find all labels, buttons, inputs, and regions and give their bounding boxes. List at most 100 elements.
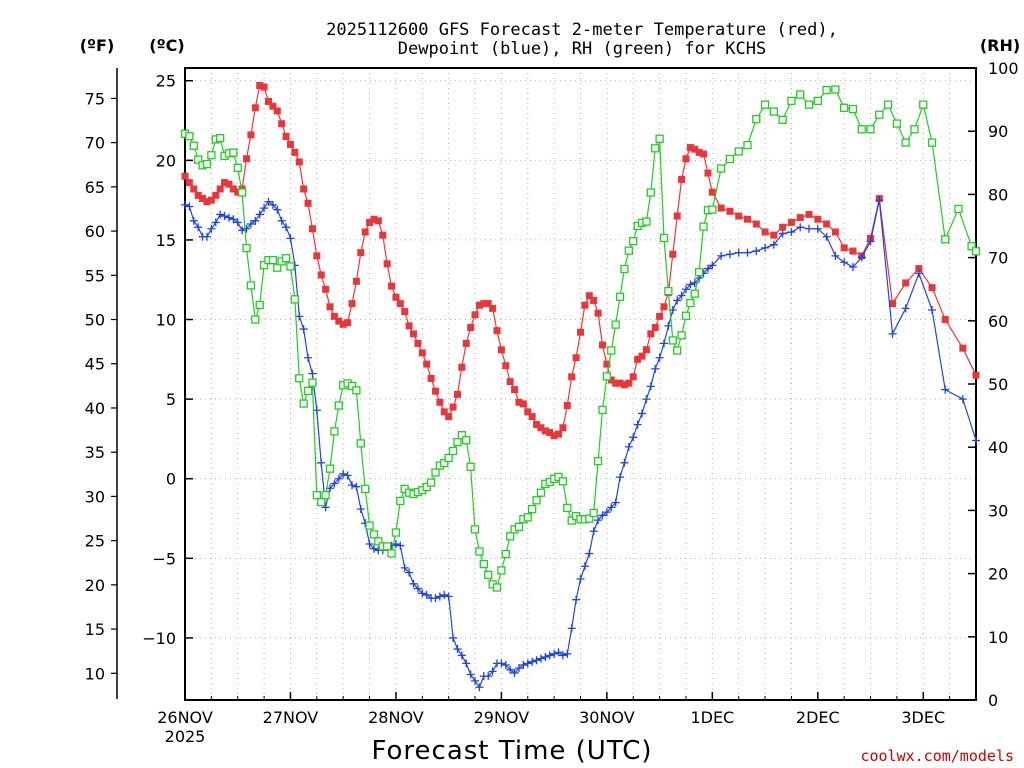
dewpoint-point bbox=[594, 516, 603, 525]
dewpoint-point bbox=[471, 676, 480, 685]
temperature-point bbox=[243, 155, 251, 163]
dewpoint-point bbox=[194, 223, 203, 232]
rh-point bbox=[361, 484, 370, 494]
dewpoint-point bbox=[488, 667, 497, 676]
dewpoint-point bbox=[453, 645, 462, 654]
rh-tick-label: 0 bbox=[988, 691, 998, 710]
dewpoint-point bbox=[475, 683, 484, 692]
temperature-point bbox=[590, 296, 598, 304]
rh-point bbox=[734, 147, 743, 156]
temperature-point bbox=[388, 282, 396, 290]
rh-point bbox=[664, 286, 673, 296]
temperature-point bbox=[555, 430, 563, 438]
temperature-point bbox=[251, 104, 259, 112]
rh-tick-label: 40 bbox=[988, 438, 1008, 457]
dewpoint-point bbox=[550, 649, 559, 658]
rh-tick-label: 20 bbox=[988, 565, 1008, 584]
dewpoint-point bbox=[347, 481, 356, 490]
temperature-point bbox=[414, 339, 422, 347]
temperature-point bbox=[221, 179, 229, 187]
rh-point bbox=[497, 566, 506, 575]
dewpoint-point bbox=[831, 251, 840, 260]
temperature-point bbox=[915, 265, 923, 273]
dewpoint-point bbox=[708, 261, 717, 270]
rh-tick-label: 50 bbox=[988, 375, 1008, 394]
x-tick-year-label: 2025 bbox=[165, 727, 206, 746]
dewpoint-point bbox=[220, 212, 229, 221]
temperature-point bbox=[686, 144, 694, 152]
c-tick-label: 20 bbox=[156, 151, 176, 170]
dewpoint-point bbox=[651, 364, 660, 373]
dewpoint-point bbox=[352, 482, 361, 491]
dewpoint-point bbox=[497, 659, 506, 668]
dewpoint-point bbox=[585, 549, 594, 558]
rh-point bbox=[563, 503, 572, 513]
temperature-point bbox=[585, 292, 593, 300]
temperature-point bbox=[726, 207, 734, 215]
rh-point bbox=[347, 381, 357, 391]
dewpoint-point bbox=[343, 471, 352, 480]
temperature-point bbox=[392, 293, 400, 301]
rh-point bbox=[501, 549, 510, 559]
dewpoint-point bbox=[466, 670, 475, 679]
rh-point bbox=[769, 107, 779, 116]
temperature-point bbox=[440, 408, 448, 416]
rh-point bbox=[422, 482, 431, 492]
temperature-point bbox=[660, 303, 668, 311]
dewpoint-point bbox=[409, 579, 418, 588]
rh-point bbox=[607, 346, 616, 355]
dewpoint-point bbox=[528, 657, 537, 666]
temperature-point bbox=[607, 376, 615, 384]
temperature-point bbox=[620, 381, 628, 389]
dewpoint-point bbox=[602, 508, 611, 517]
rh-point bbox=[840, 103, 849, 112]
rh-point bbox=[286, 262, 295, 271]
dewpoint-point bbox=[703, 264, 712, 273]
temperature-point bbox=[678, 175, 686, 183]
dewpoint-point bbox=[457, 651, 466, 660]
temperature-point bbox=[594, 309, 602, 317]
temperature-point bbox=[941, 316, 949, 324]
temperature-point bbox=[814, 215, 822, 223]
temperature-point bbox=[330, 312, 338, 320]
rh-point bbox=[216, 134, 225, 143]
dewpoint-point bbox=[607, 503, 616, 512]
f-tick-label: 65 bbox=[85, 178, 105, 197]
temperature-point bbox=[972, 371, 980, 379]
temperature-point bbox=[796, 214, 804, 222]
temperature-point bbox=[902, 279, 910, 287]
dewpoint-point bbox=[659, 339, 668, 348]
rh-point bbox=[646, 188, 655, 197]
dewpoint-point bbox=[787, 227, 796, 236]
rh-point bbox=[475, 547, 484, 556]
temperature-point bbox=[506, 378, 514, 386]
temperature-point bbox=[317, 271, 325, 279]
rh-point bbox=[387, 549, 396, 558]
c-tick-label: 5 bbox=[166, 390, 176, 409]
rh-point bbox=[941, 235, 950, 244]
temperature-point bbox=[700, 150, 708, 158]
rh-unit-label: (RH) bbox=[980, 36, 1020, 55]
series-layer bbox=[180, 82, 981, 692]
dewpoint-point bbox=[413, 584, 422, 593]
dewpoint-point bbox=[202, 232, 211, 241]
dewpoint-point bbox=[435, 592, 444, 601]
temperature-point bbox=[511, 386, 519, 394]
rh-point bbox=[695, 267, 704, 277]
temperature-point bbox=[357, 249, 365, 257]
dewpoint-point bbox=[462, 659, 471, 668]
x-tick-label: 27NOV bbox=[263, 708, 319, 727]
temperature-point bbox=[396, 300, 404, 308]
rh-point bbox=[194, 155, 203, 164]
temperature-point bbox=[264, 97, 272, 105]
dewpoint-point bbox=[268, 200, 277, 209]
celsius-unit-label: (ºC) bbox=[149, 36, 184, 55]
temperature-point bbox=[462, 339, 470, 347]
dewpoint-point bbox=[255, 210, 264, 219]
rh-point bbox=[567, 516, 576, 525]
temperature-point bbox=[326, 303, 334, 311]
f-tick-label: 50 bbox=[85, 311, 105, 330]
c-tick-label: −10 bbox=[142, 629, 176, 648]
temperature-point bbox=[199, 195, 207, 203]
temperature-point bbox=[181, 172, 189, 180]
